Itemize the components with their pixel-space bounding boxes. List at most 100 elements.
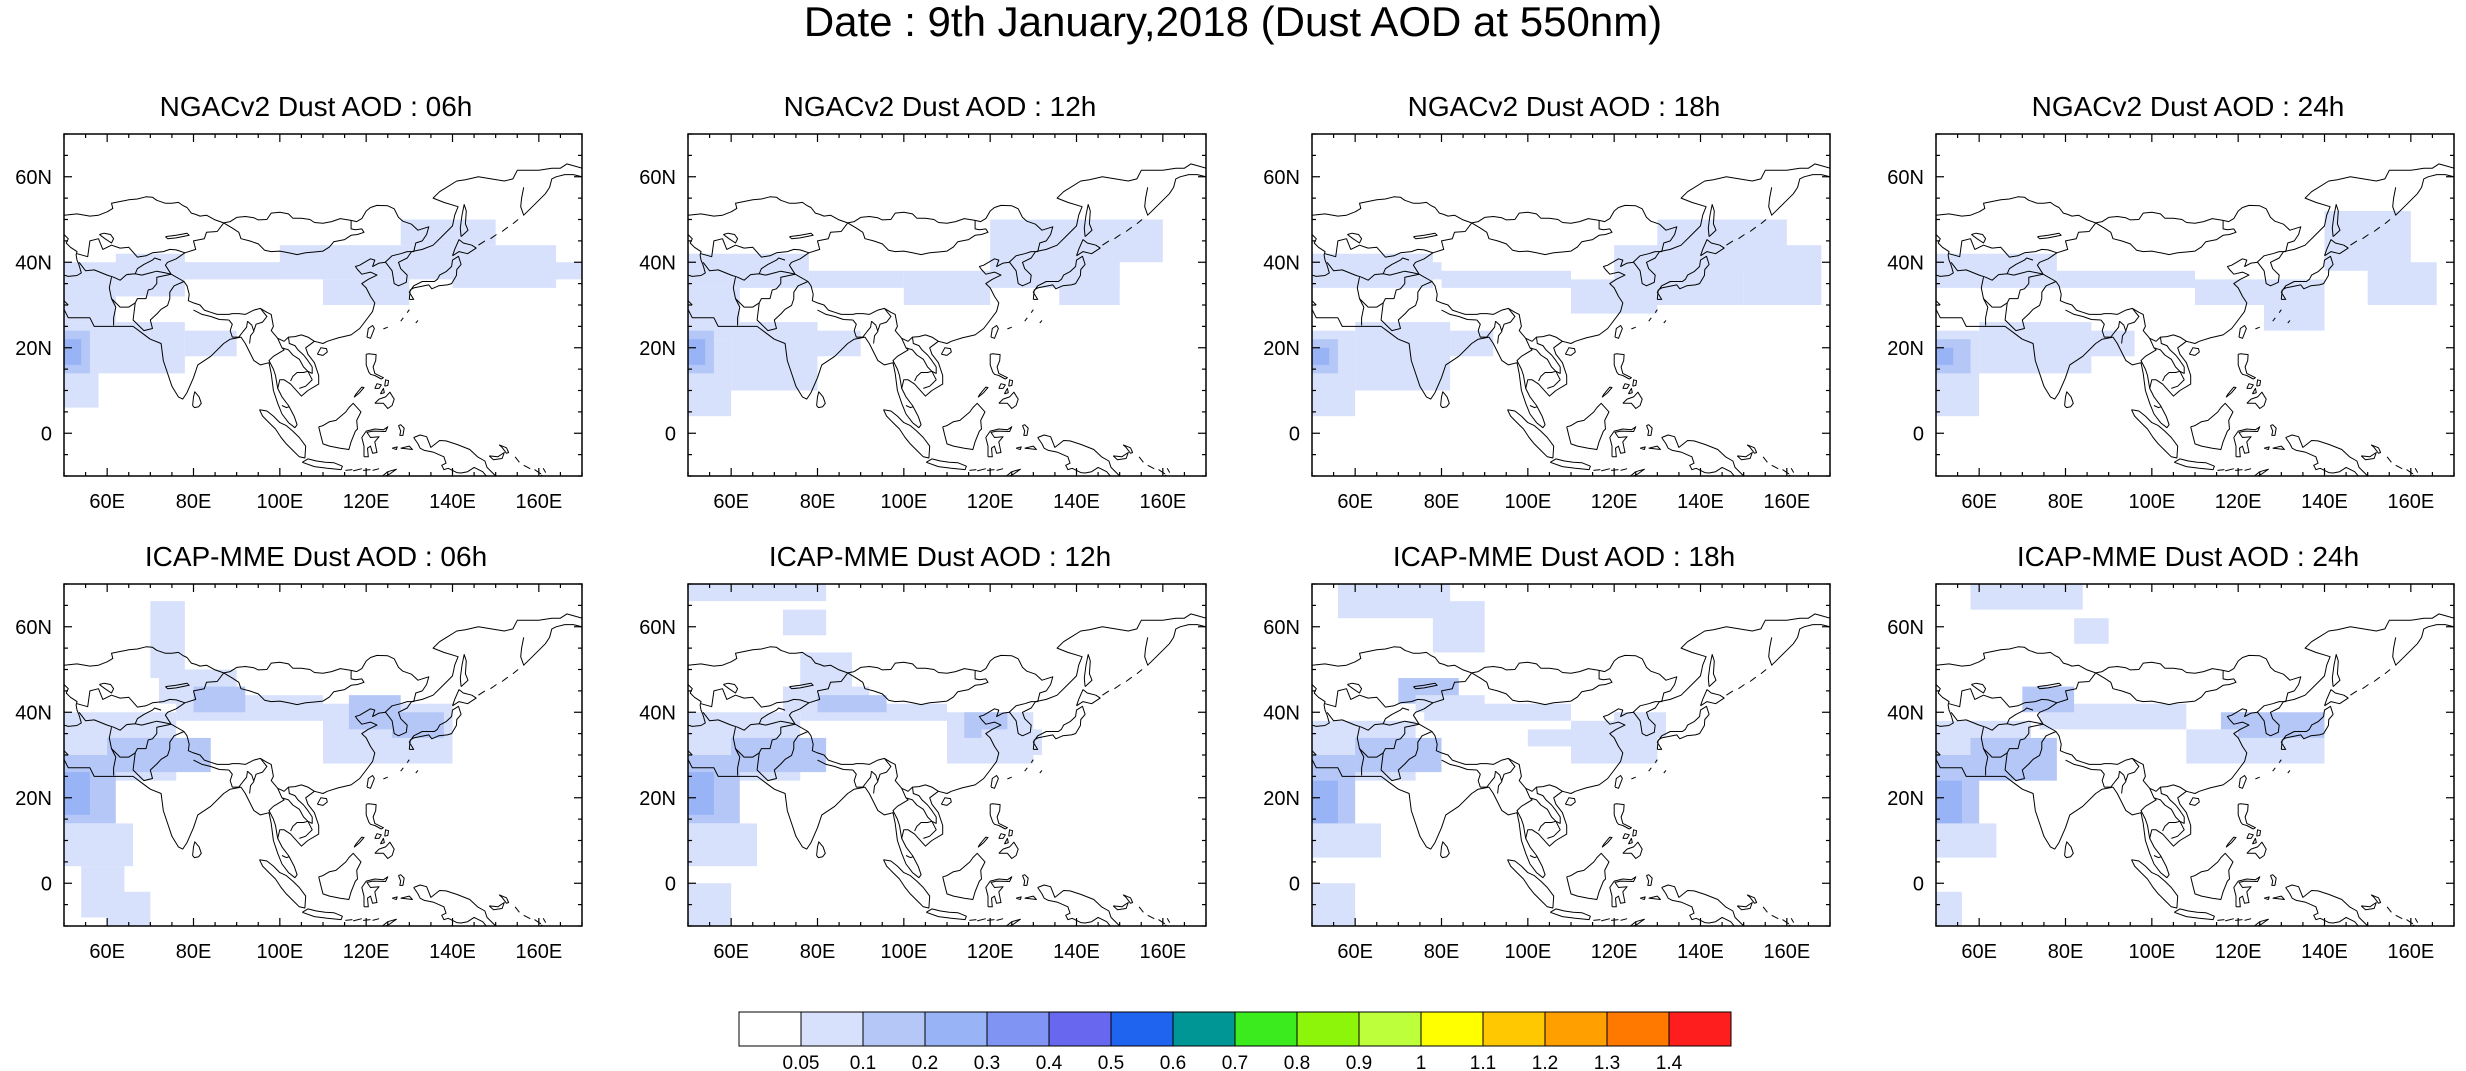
coastline bbox=[905, 405, 914, 409]
y-tick-label: 0 bbox=[41, 873, 52, 895]
y-tick-label: 60N bbox=[1887, 167, 1924, 189]
coastline bbox=[520, 624, 582, 666]
coastline bbox=[1782, 919, 1790, 925]
coastline bbox=[2331, 204, 2341, 237]
coastline bbox=[2095, 670, 2237, 706]
coastline bbox=[1166, 918, 1171, 923]
coastline bbox=[2237, 353, 2256, 380]
coastline bbox=[379, 837, 385, 845]
coastline bbox=[1622, 833, 1630, 839]
coastline bbox=[165, 232, 190, 240]
dust-cell bbox=[1936, 347, 1954, 365]
coastline bbox=[415, 770, 419, 774]
coastline bbox=[977, 386, 989, 398]
coastline bbox=[316, 347, 328, 356]
coastline bbox=[732, 277, 741, 326]
x-tick-label: 60E bbox=[1337, 491, 1373, 513]
x-tick-label: 160E bbox=[1763, 491, 1810, 513]
coastline bbox=[1614, 775, 1623, 789]
coastline bbox=[268, 338, 285, 389]
coastline bbox=[1114, 684, 1121, 690]
coastline bbox=[1700, 239, 1725, 257]
coastline bbox=[350, 654, 430, 703]
coastline bbox=[2036, 222, 2097, 275]
dust-cell bbox=[2264, 296, 2325, 331]
coastline bbox=[1749, 676, 1757, 682]
coastline bbox=[985, 426, 1013, 458]
coastline bbox=[996, 468, 1004, 471]
coastline bbox=[1936, 163, 2454, 429]
coastline bbox=[989, 353, 1008, 380]
coastline bbox=[2153, 405, 2162, 409]
coastline bbox=[363, 919, 371, 921]
panel-title: NGACv2 Dust AOD : 24h bbox=[2031, 91, 2345, 122]
coastline bbox=[363, 469, 371, 471]
x-tick-label: 80E bbox=[2048, 491, 2084, 513]
dust-cell bbox=[808, 270, 904, 288]
coastline bbox=[912, 787, 937, 824]
dust-cell bbox=[981, 729, 1042, 755]
coastline bbox=[2222, 654, 2302, 703]
dust-cell bbox=[2220, 712, 2256, 730]
coastline bbox=[2285, 434, 2369, 476]
colorbar-label: 0.8 bbox=[1284, 1053, 1310, 1071]
coastline bbox=[288, 787, 313, 824]
coastline bbox=[2246, 841, 2267, 859]
coastline bbox=[905, 855, 914, 859]
coastline bbox=[1983, 723, 2044, 758]
coastline bbox=[892, 338, 909, 389]
coastline bbox=[977, 836, 989, 848]
coastline bbox=[1015, 446, 1022, 450]
coastline bbox=[1601, 468, 1610, 472]
x-tick-label: 140E bbox=[1677, 491, 1724, 513]
coastline bbox=[2006, 257, 2034, 274]
x-tick-label: 60E bbox=[713, 491, 749, 513]
colorbar-swatch bbox=[862, 1011, 926, 1047]
coastline bbox=[2384, 219, 2391, 225]
x-tick-label: 80E bbox=[176, 491, 212, 513]
coastline bbox=[1736, 452, 1753, 461]
x-tick-label: 160E bbox=[2387, 491, 2434, 513]
dust-aod-field bbox=[1936, 210, 2437, 417]
coastline bbox=[1622, 383, 1630, 389]
coastline bbox=[969, 469, 977, 471]
coastline bbox=[288, 337, 313, 374]
coastline bbox=[852, 769, 872, 788]
coastline bbox=[108, 277, 117, 326]
coastline bbox=[302, 458, 343, 471]
dust-cell bbox=[782, 609, 827, 636]
coastline bbox=[1613, 353, 1632, 380]
coastline bbox=[1663, 770, 1667, 774]
coastline bbox=[1076, 239, 1101, 257]
coastline bbox=[1614, 325, 1623, 339]
coastline bbox=[1646, 874, 1653, 886]
coastline bbox=[1771, 914, 1779, 920]
colorbar-swatch bbox=[1172, 1011, 1236, 1047]
coastline bbox=[498, 444, 510, 454]
coastline bbox=[345, 469, 353, 471]
coastline bbox=[299, 821, 313, 839]
coastline bbox=[1971, 232, 1987, 244]
y-tick-label: 60N bbox=[1263, 617, 1300, 639]
coastline bbox=[1412, 222, 1473, 275]
coastline bbox=[1661, 884, 1745, 926]
coastlines bbox=[688, 613, 1206, 926]
coastline bbox=[2246, 391, 2267, 409]
dust-aod-field bbox=[64, 219, 582, 408]
coastline bbox=[2406, 919, 2414, 925]
coastline bbox=[688, 234, 706, 277]
coastline bbox=[1122, 894, 1134, 904]
coastline bbox=[299, 371, 313, 389]
dust-cell bbox=[688, 772, 714, 815]
coastline bbox=[1790, 468, 1795, 473]
coastline bbox=[2225, 468, 2234, 472]
dust-cell bbox=[1936, 891, 1962, 926]
coastline bbox=[1312, 613, 1830, 879]
panel-title: ICAP-MME Dust AOD : 24h bbox=[2016, 541, 2360, 572]
x-tick-label: 80E bbox=[800, 941, 836, 963]
coastline bbox=[2225, 386, 2237, 398]
coastline bbox=[1158, 919, 1166, 925]
dust-cell bbox=[688, 883, 732, 926]
x-tick-label: 140E bbox=[1677, 941, 1724, 963]
dust-cell bbox=[98, 322, 185, 374]
